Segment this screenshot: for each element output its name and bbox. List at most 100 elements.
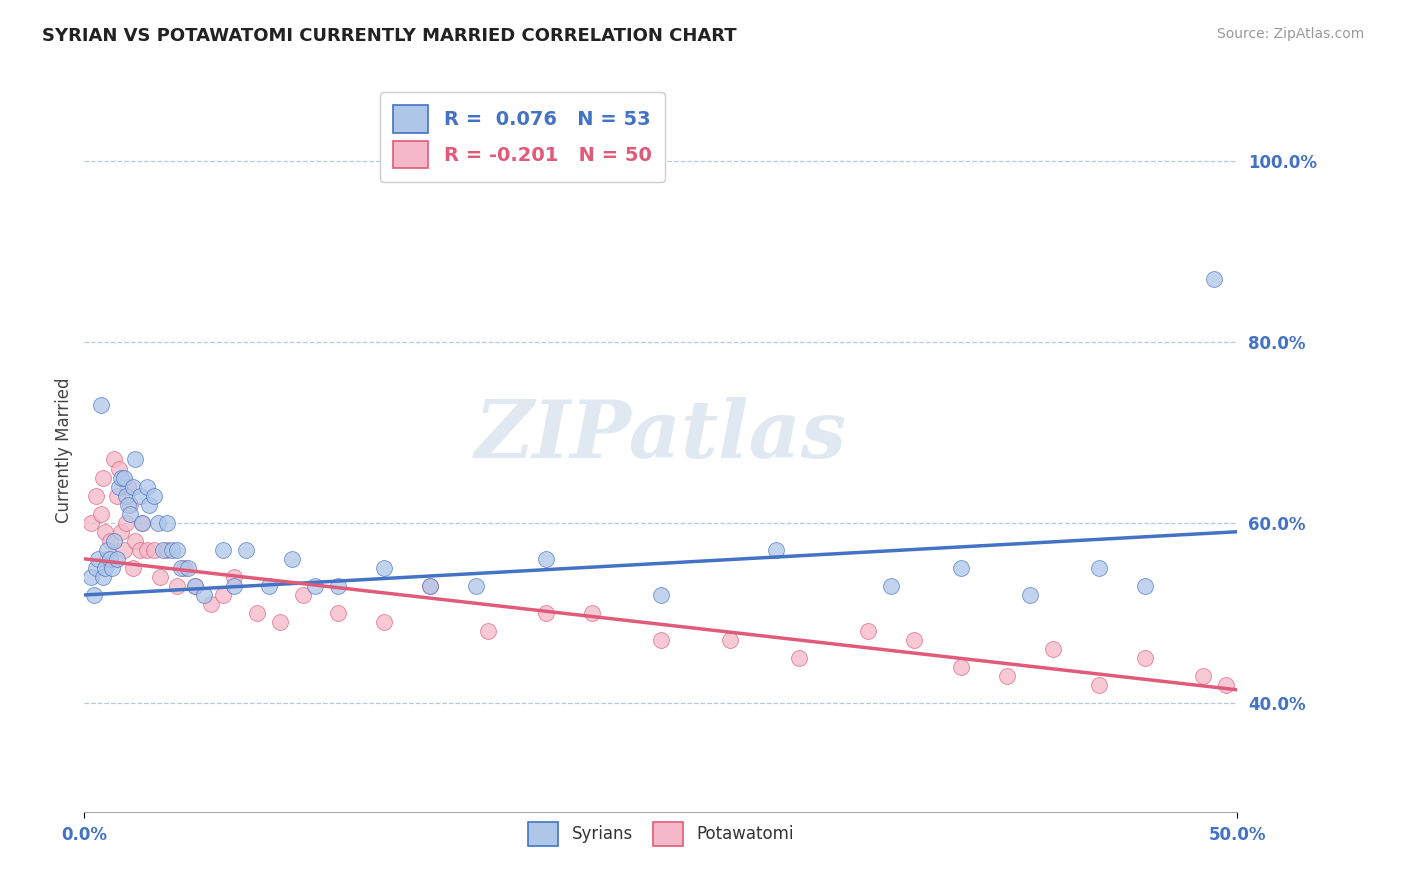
Point bbox=[650, 588, 672, 602]
Point bbox=[1204, 272, 1226, 286]
Point bbox=[101, 561, 124, 575]
Point bbox=[419, 579, 441, 593]
Point bbox=[98, 551, 121, 566]
Point bbox=[117, 480, 139, 494]
Point bbox=[858, 624, 880, 639]
Point bbox=[581, 606, 603, 620]
Point bbox=[373, 561, 395, 575]
Point bbox=[1042, 642, 1064, 657]
Point bbox=[103, 452, 125, 467]
Point bbox=[105, 489, 128, 503]
Point bbox=[121, 561, 143, 575]
Point bbox=[156, 516, 179, 530]
Point bbox=[419, 579, 441, 593]
Y-axis label: Currently Married: Currently Married bbox=[55, 377, 73, 524]
Text: Source: ZipAtlas.com: Source: ZipAtlas.com bbox=[1216, 27, 1364, 41]
Point bbox=[84, 489, 107, 503]
Point bbox=[98, 533, 121, 548]
Point bbox=[224, 570, 246, 584]
Point bbox=[326, 579, 349, 593]
Point bbox=[89, 398, 111, 412]
Point bbox=[787, 651, 810, 665]
Point bbox=[949, 561, 972, 575]
Point bbox=[110, 470, 132, 484]
Point bbox=[477, 624, 499, 639]
Legend: Syrians, Potawatomi: Syrians, Potawatomi bbox=[520, 814, 801, 854]
Point bbox=[112, 470, 135, 484]
Point bbox=[128, 542, 150, 557]
Point bbox=[170, 561, 193, 575]
Point bbox=[1018, 588, 1040, 602]
Point bbox=[246, 606, 269, 620]
Point bbox=[184, 579, 207, 593]
Point bbox=[124, 533, 146, 548]
Point bbox=[80, 516, 103, 530]
Point bbox=[87, 551, 110, 566]
Point bbox=[112, 542, 135, 557]
Point bbox=[373, 615, 395, 629]
Point bbox=[108, 480, 131, 494]
Point bbox=[281, 551, 304, 566]
Point bbox=[120, 498, 142, 512]
Point bbox=[1088, 678, 1111, 692]
Point bbox=[135, 542, 157, 557]
Point bbox=[257, 579, 280, 593]
Point bbox=[177, 561, 200, 575]
Point bbox=[135, 480, 157, 494]
Point bbox=[1088, 561, 1111, 575]
Point bbox=[142, 542, 165, 557]
Point bbox=[84, 561, 107, 575]
Point bbox=[83, 588, 105, 602]
Point bbox=[96, 551, 118, 566]
Point bbox=[131, 516, 153, 530]
Point bbox=[138, 498, 160, 512]
Point bbox=[91, 570, 114, 584]
Point bbox=[128, 489, 150, 503]
Point bbox=[142, 489, 165, 503]
Point bbox=[103, 533, 125, 548]
Point bbox=[949, 660, 972, 674]
Point bbox=[94, 561, 117, 575]
Point bbox=[211, 542, 233, 557]
Point bbox=[80, 570, 103, 584]
Point bbox=[292, 588, 315, 602]
Point bbox=[124, 452, 146, 467]
Point bbox=[121, 480, 143, 494]
Point bbox=[149, 570, 172, 584]
Point bbox=[146, 516, 169, 530]
Point bbox=[115, 516, 138, 530]
Point bbox=[235, 542, 257, 557]
Point bbox=[166, 579, 188, 593]
Point bbox=[326, 606, 349, 620]
Point bbox=[108, 461, 131, 475]
Point bbox=[1191, 669, 1213, 683]
Point bbox=[120, 507, 142, 521]
Point bbox=[211, 588, 233, 602]
Point bbox=[995, 669, 1018, 683]
Point bbox=[193, 588, 215, 602]
Point bbox=[534, 606, 557, 620]
Text: SYRIAN VS POTAWATOMI CURRENTLY MARRIED CORRELATION CHART: SYRIAN VS POTAWATOMI CURRENTLY MARRIED C… bbox=[42, 27, 737, 45]
Point bbox=[304, 579, 326, 593]
Point bbox=[534, 551, 557, 566]
Point bbox=[880, 579, 903, 593]
Point bbox=[184, 579, 207, 593]
Point bbox=[89, 507, 111, 521]
Point bbox=[465, 579, 488, 593]
Point bbox=[156, 542, 179, 557]
Point bbox=[131, 516, 153, 530]
Point bbox=[224, 579, 246, 593]
Point bbox=[110, 524, 132, 539]
Point bbox=[650, 633, 672, 648]
Point bbox=[200, 597, 222, 611]
Point bbox=[1133, 579, 1156, 593]
Point bbox=[903, 633, 925, 648]
Point bbox=[718, 633, 741, 648]
Point bbox=[105, 551, 128, 566]
Text: ZIPatlas: ZIPatlas bbox=[475, 397, 846, 475]
Point bbox=[1215, 678, 1237, 692]
Point bbox=[160, 542, 183, 557]
Point bbox=[166, 542, 188, 557]
Point bbox=[94, 524, 117, 539]
Point bbox=[152, 542, 174, 557]
